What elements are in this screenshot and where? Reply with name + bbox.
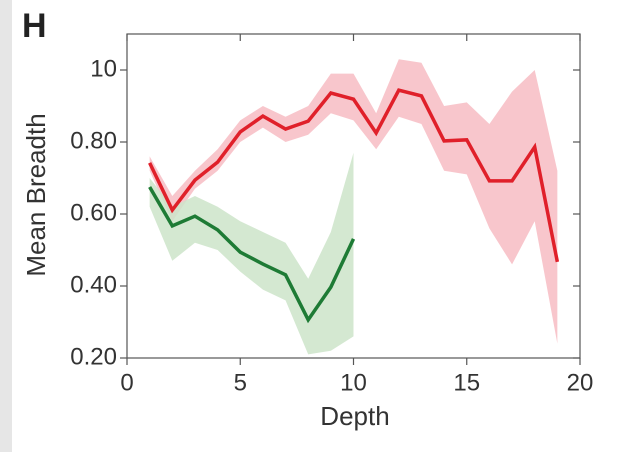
y-tick-label: 10 bbox=[90, 55, 117, 82]
x-tick-label: 10 bbox=[340, 369, 367, 396]
line bbox=[148, 88, 560, 263]
y-tick-label: 0.80 bbox=[70, 127, 117, 154]
y-axis-label: Mean Breadth bbox=[21, 113, 51, 276]
x-tick-label: 20 bbox=[567, 369, 594, 396]
confidence-band bbox=[149, 59, 558, 344]
confidence-band bbox=[149, 152, 354, 355]
x-tick-label: 5 bbox=[234, 369, 247, 396]
x-tick-label: 0 bbox=[120, 369, 133, 396]
y-tick-label: 0.40 bbox=[70, 271, 117, 298]
x-tick-label: 15 bbox=[453, 369, 480, 396]
y-tick-label: 0.20 bbox=[70, 343, 117, 370]
panel-label: H bbox=[22, 7, 47, 45]
side-strip bbox=[0, 0, 12, 452]
line bbox=[148, 186, 356, 324]
x-axis-label: Depth bbox=[320, 401, 389, 431]
y-tick-label: 0.60 bbox=[70, 199, 117, 226]
